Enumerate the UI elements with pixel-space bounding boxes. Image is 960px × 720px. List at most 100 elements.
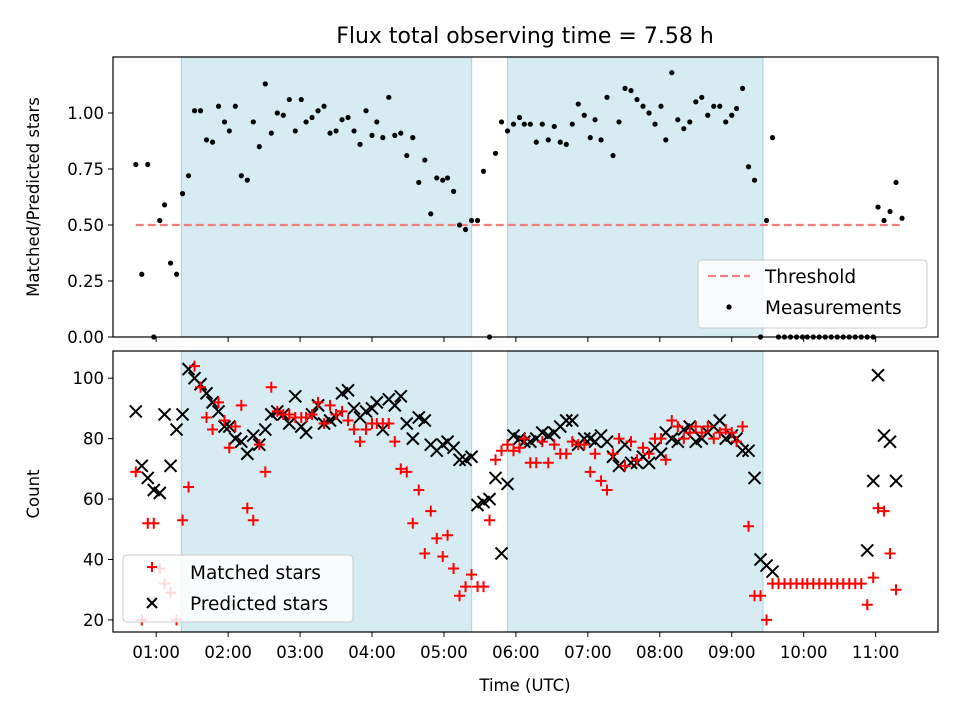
x-axis-label: Time (UTC) [478, 676, 570, 695]
measurement-point [292, 128, 298, 134]
measurement-point [539, 121, 545, 127]
matched-star-point [413, 484, 425, 496]
matched-star-point [666, 414, 678, 426]
matched-star-point [490, 454, 502, 466]
predicted-star-point [418, 413, 432, 428]
predicted-star-point [299, 425, 313, 440]
predicted-star-point [169, 422, 184, 437]
predicted-star-point [464, 450, 479, 464]
x-tick-label: 10:00 [780, 643, 828, 662]
measurement-point [185, 173, 192, 179]
matched-star-point [601, 484, 613, 496]
matched-star-point [437, 550, 449, 562]
measurement-point [374, 119, 380, 125]
matched-star-point [548, 439, 560, 451]
measurement-point [751, 177, 758, 183]
matched-star-point [484, 514, 496, 526]
measurement-point [669, 70, 675, 76]
measurement-point [274, 110, 280, 116]
matched-star-point [330, 408, 342, 420]
measurement-point [887, 208, 893, 215]
predicted-star-point [482, 492, 497, 506]
matched-star-point [726, 427, 738, 439]
measurement-point [634, 96, 640, 103]
predicted-star-point [612, 459, 626, 473]
predicted-star-point [889, 474, 903, 488]
matched-star-point [625, 436, 637, 448]
predicted-star-point [205, 395, 220, 410]
predicted-legend-label: Predicted stars [190, 594, 328, 615]
measurement-point [474, 217, 481, 224]
predicted-star-point [860, 543, 874, 558]
ratio-legend: Threshold Measurements [697, 259, 928, 329]
measurement-point [699, 94, 705, 100]
measurement-point [681, 126, 687, 132]
predicted-star-point [871, 368, 885, 382]
predicted-star-point [866, 474, 880, 488]
matched-legend-label: Matched stars [190, 563, 321, 584]
matched-star-point [508, 445, 520, 457]
measurement-point [191, 108, 198, 114]
matched-star-point [213, 396, 225, 408]
matched-star-point [478, 581, 490, 593]
measurement-point [881, 217, 887, 224]
y-tick-label: 40 [83, 550, 104, 569]
measurement-point [557, 139, 563, 145]
predicted-star-point [500, 477, 515, 491]
measurement-point [875, 204, 881, 210]
predicted-star-point [565, 413, 579, 428]
predicted-star-point [163, 459, 178, 473]
measurement-point [173, 271, 180, 277]
measurement-point [410, 135, 416, 141]
measurement-point [616, 119, 622, 125]
measurement-point [380, 135, 386, 141]
matched-star-point [684, 427, 696, 439]
predicted-star-point [341, 383, 355, 397]
matched-star-point [855, 578, 867, 590]
measurement-point [398, 130, 404, 136]
predicted-legend-swatch [146, 597, 158, 609]
predicted-star-point [400, 416, 414, 431]
measurement-point [221, 119, 228, 125]
measurement-point [492, 150, 499, 156]
predicted-star-point [135, 459, 149, 473]
predicted-star-point [765, 564, 780, 579]
measurement-point [498, 119, 505, 125]
measurement-point [598, 137, 604, 143]
measurement-point [392, 132, 398, 138]
predicted-star-point [141, 471, 155, 485]
matched-star-point [425, 505, 437, 517]
predicted-star-point [883, 434, 897, 449]
measurement-point [286, 96, 292, 103]
matched-star-point [195, 381, 207, 393]
x-tick-label: 11:00 [852, 643, 900, 662]
y-tick-label: 80 [83, 430, 104, 449]
predicted-star-point [488, 471, 503, 485]
x-tick-label: 06:00 [492, 643, 540, 662]
measurement-point [658, 103, 664, 109]
matched-star-point [708, 433, 720, 445]
matched-star-point [878, 505, 890, 517]
matched-star-point [354, 436, 366, 448]
matched-star-point [589, 448, 601, 460]
measurement-point [428, 211, 434, 217]
measurement-point [723, 119, 729, 125]
matched-star-point [318, 418, 330, 430]
measurement-point [592, 117, 598, 123]
measurement-point [345, 114, 351, 121]
predicted-star-point [642, 456, 656, 470]
matched-star-point [619, 460, 631, 472]
measurement-point [551, 123, 557, 130]
predicted-star-point [282, 416, 296, 431]
predicted-star-point [153, 486, 167, 500]
measurement-point [303, 119, 309, 125]
predicted-star-point [211, 404, 226, 419]
matched-star-point [861, 599, 873, 611]
predicted-star-point [234, 434, 249, 449]
matched-star-point [743, 520, 755, 532]
measurement-point [280, 112, 286, 118]
matched-star-point [530, 457, 542, 469]
measurement-point [729, 112, 735, 118]
measurement-point [226, 128, 232, 134]
